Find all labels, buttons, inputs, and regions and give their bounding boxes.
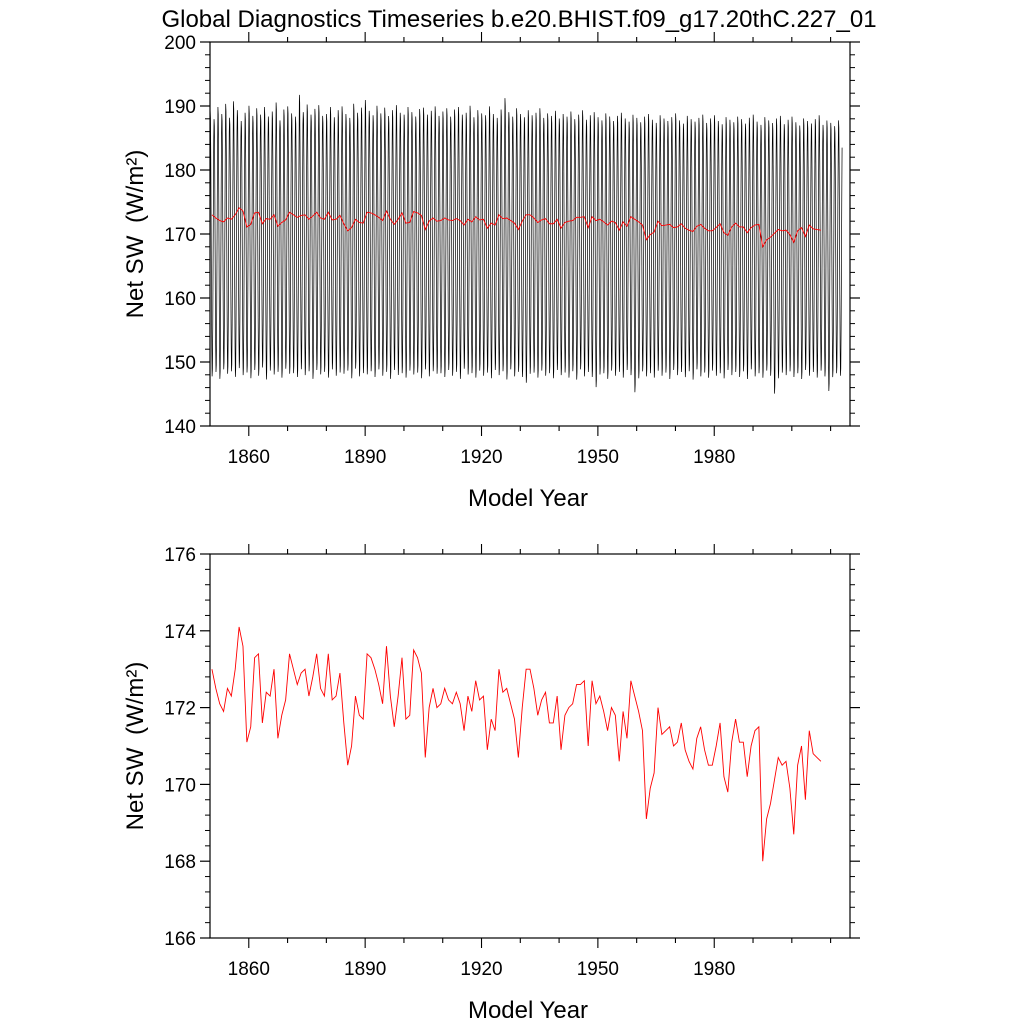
top-x-axis-label: Model Year	[468, 485, 588, 512]
bottom-ytick-label: 176	[164, 545, 196, 566]
top-ytick-label: 150	[164, 353, 196, 374]
top-series-monthly-line	[209, 94, 843, 394]
bottom-xtick-label: 1950	[577, 959, 619, 980]
top-y-axis-label-name: Net SW	[122, 235, 149, 318]
top-series-group	[209, 94, 843, 394]
bottom-ytick-label: 172	[164, 699, 196, 720]
top-ytick-label: 160	[164, 289, 196, 310]
top-xtick-label: 1860	[228, 447, 270, 468]
bottom-xtick-label: 1980	[693, 959, 735, 980]
panel-bottom: 166 168 170 172 174 176 1860 1890 1920 1950 1980 M…	[122, 544, 860, 1024]
bottom-series-group	[211, 626, 822, 862]
bottom-ytick-label: 166	[164, 929, 196, 950]
bottom-series-annual-mean-line	[211, 626, 822, 862]
bottom-y-axis-label: Net SW (W/m²)	[122, 662, 149, 831]
top-ytick-label: 170	[164, 225, 196, 246]
bottom-tick-group: 166 168 170 172 174 176 1860 1890 1920 1950 1980	[164, 544, 860, 980]
page-title: Global Diagnostics Timeseries b.e20.BHIS…	[161, 6, 876, 33]
bottom-x-axis-label: Model Year	[468, 997, 588, 1024]
bottom-ytick-label: 174	[164, 622, 196, 643]
top-ytick-label: 140	[164, 417, 196, 438]
bottom-xtick-label: 1890	[344, 959, 386, 980]
top-xtick-label: 1980	[693, 447, 735, 468]
top-y-axis-label-units: (W/m²)	[122, 150, 149, 223]
top-ytick-label: 200	[164, 33, 196, 54]
bottom-xtick-label: 1860	[228, 959, 270, 980]
top-tick-group: 140 150 160 170 180 190 200 1860 1890 1920 1950 198…	[164, 32, 860, 468]
bottom-plot-frame	[209, 553, 851, 939]
bottom-ytick-label: 168	[164, 852, 196, 873]
top-xtick-label: 1890	[344, 447, 386, 468]
top-xtick-label: 1950	[577, 447, 619, 468]
bottom-y-axis-label-units: (W/m²)	[122, 662, 149, 735]
bottom-xtick-label: 1920	[460, 959, 502, 980]
panel-top: 140 150 160 170 180 190 200 1860 1890 1920 1950 198…	[122, 32, 860, 512]
bottom-y-axis-label-name: Net SW	[122, 747, 149, 830]
bottom-ytick-label: 170	[164, 775, 196, 796]
top-y-axis-label: Net SW (W/m²)	[122, 150, 149, 319]
top-ytick-label: 190	[164, 97, 196, 118]
top-series-annual-mean-line	[211, 207, 821, 249]
top-ytick-label: 180	[164, 161, 196, 182]
top-xtick-label: 1920	[460, 447, 502, 468]
